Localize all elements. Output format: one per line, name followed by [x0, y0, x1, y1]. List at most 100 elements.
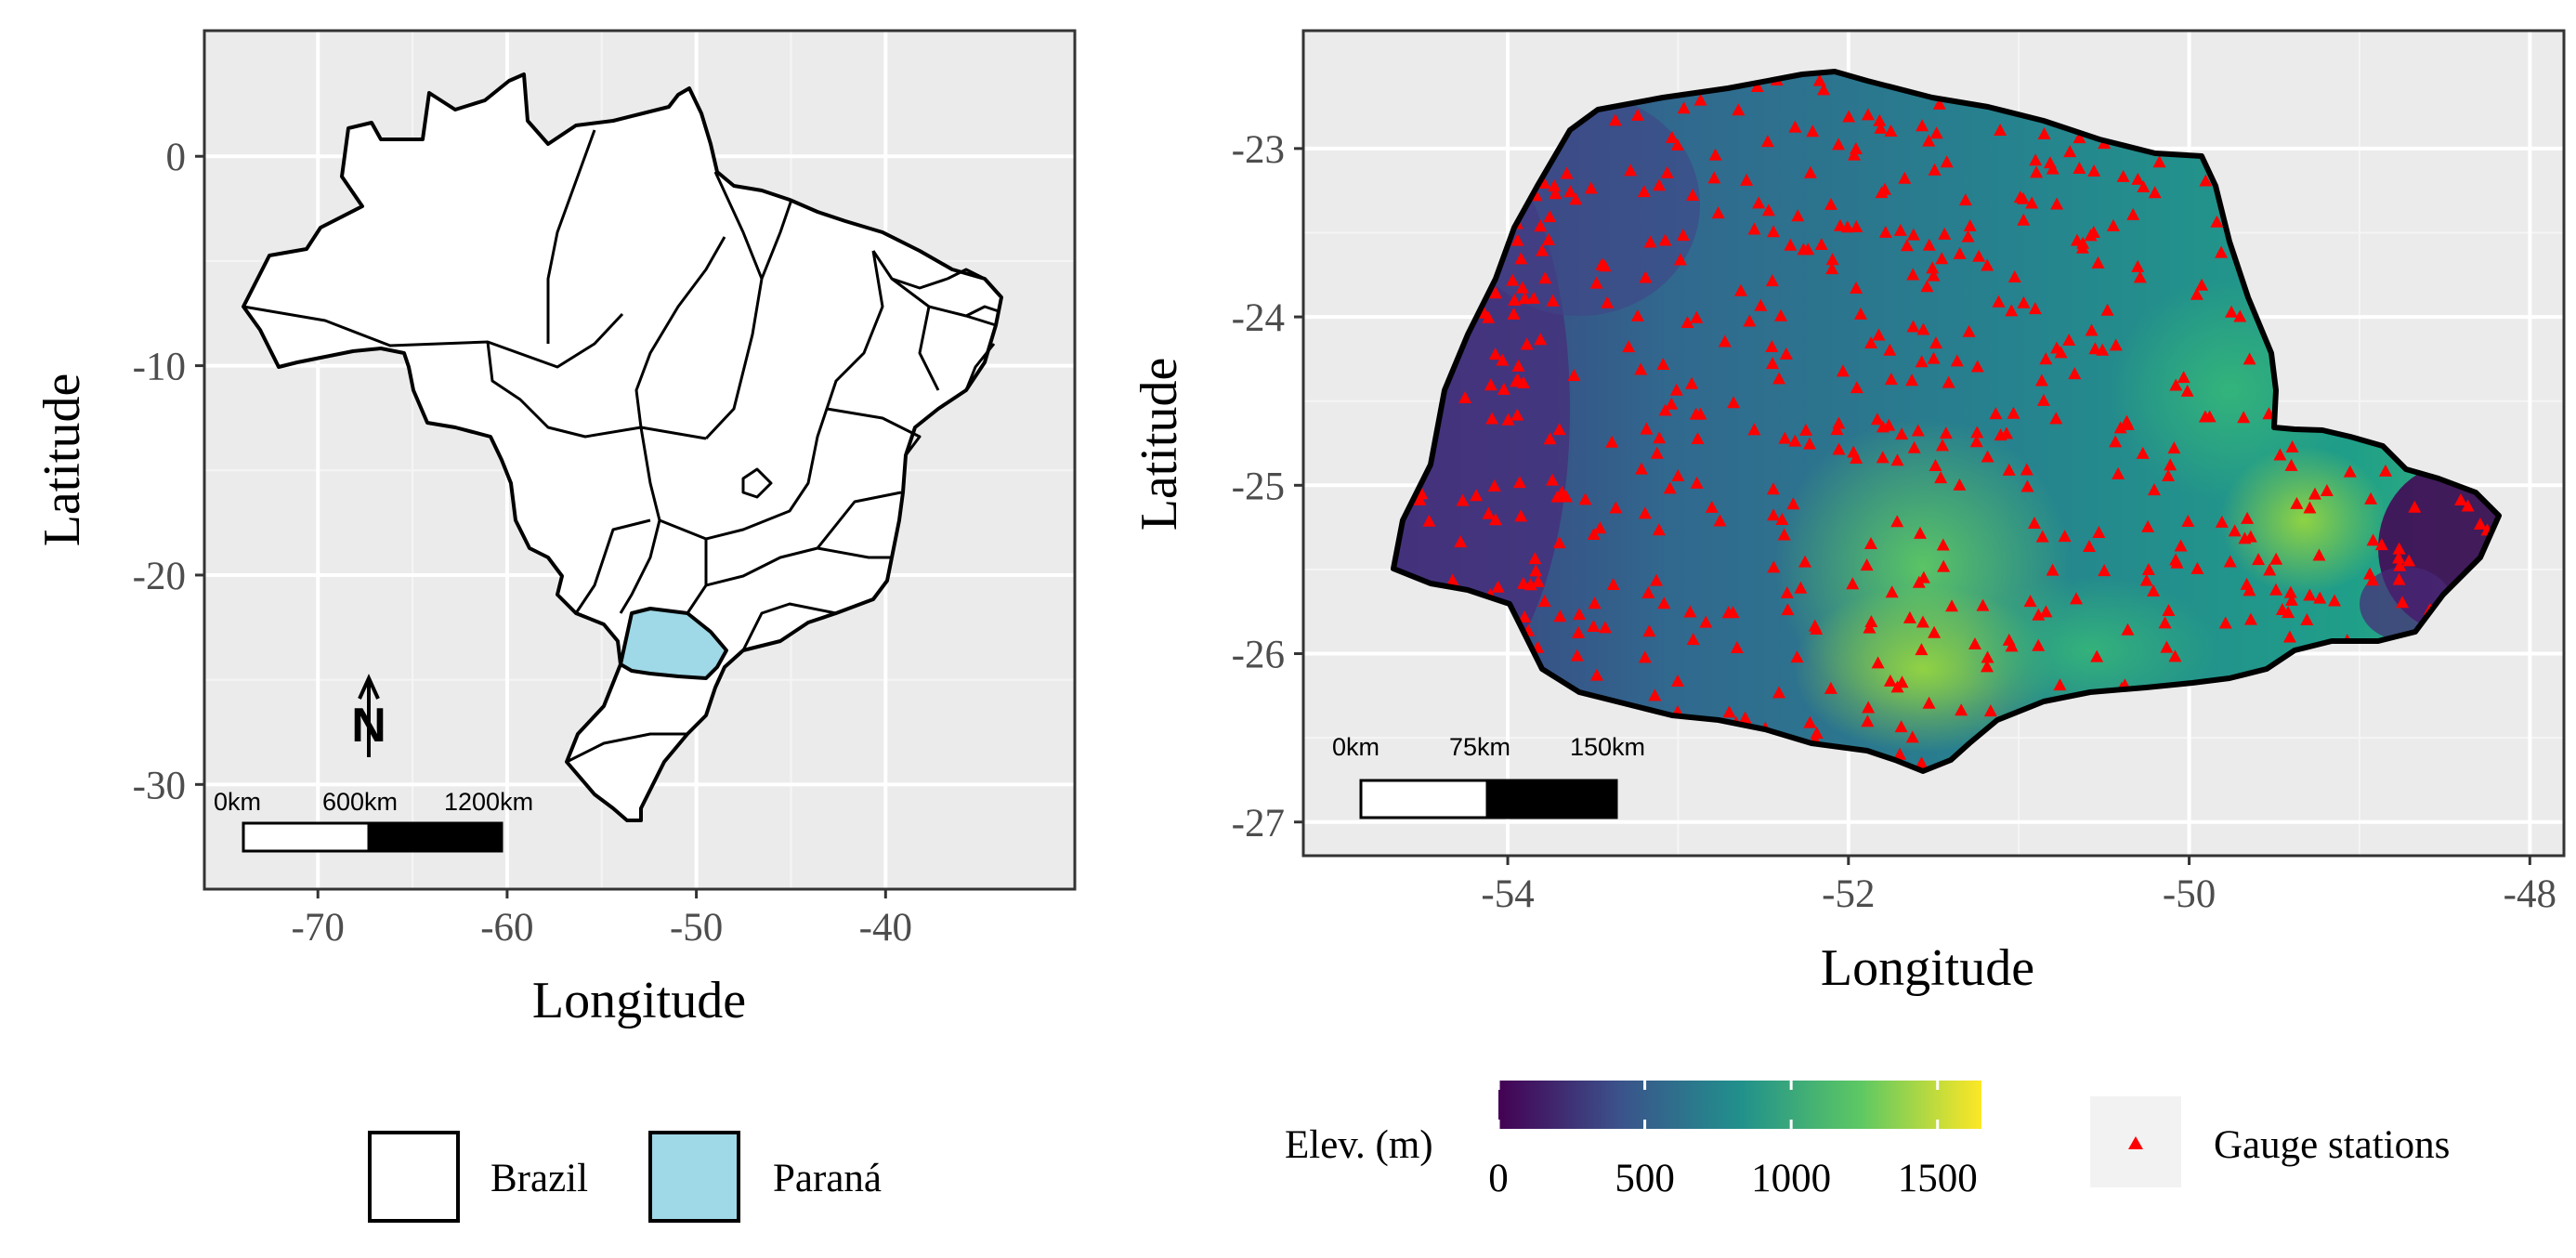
- gauge-station-marker: [2180, 384, 2194, 397]
- scale-bar-right: 0km 75km 150km: [1332, 733, 1645, 819]
- gauge-station-marker: [2141, 563, 2155, 576]
- gauge-station-marker: [1767, 560, 1781, 573]
- gauge-station-marker: [1624, 164, 1638, 177]
- gauge-station-marker: [1863, 621, 1876, 634]
- axes: -70 -60 -50 -40 0 -10 -20 -30: [133, 136, 912, 950]
- gauge-station-marker: [2285, 440, 2299, 453]
- gauge-station-marker: [1534, 333, 1548, 346]
- gauge-station-marker: [2141, 519, 2155, 532]
- y-tick-label: 0: [166, 136, 187, 179]
- gauge-station-marker: [2046, 162, 2059, 175]
- north-arrow: N: [351, 674, 386, 757]
- gauge-station-marker: [1510, 373, 1524, 386]
- gauge-station-marker: [2090, 649, 2104, 662]
- gauge-station-marker: [1777, 528, 1791, 541]
- panel-border: [1301, 29, 2566, 858]
- gauge-station-marker: [1638, 506, 1652, 519]
- gauge-station-marker: [2029, 153, 2043, 166]
- gauge-station-marker: [1772, 686, 1786, 699]
- gauge-station-marker: [1812, 73, 1826, 86]
- gauge-station-marker: [1534, 219, 1548, 232]
- gauge-station-marker: [2007, 269, 2021, 282]
- scale-bar-segment-black: [367, 821, 503, 853]
- gauge-station-marker: [2070, 233, 2084, 246]
- gauge-station-marker: [2025, 196, 2039, 209]
- gauge-station-marker: [1905, 373, 1919, 387]
- gauge-station-marker: [1962, 324, 1976, 337]
- gauge-station-marker: [2002, 463, 2016, 476]
- gauge-station-marker: [1972, 249, 1986, 262]
- colorbar-ticks: 0 500 1000 1500: [1488, 1081, 1978, 1200]
- gauge-station-marker: [1484, 378, 1497, 391]
- gauge-station-marker: [1653, 431, 1667, 444]
- gauge-station-marker: [2131, 259, 2145, 272]
- gauge-station-marker: [2050, 197, 2064, 210]
- gauge-station-marker: [1863, 536, 1877, 549]
- gauge-station-marker: [2225, 305, 2239, 318]
- colorbar-tick-label: 1500: [1898, 1157, 1978, 1200]
- legend-key-brazil: [368, 1131, 460, 1223]
- gauge-station-marker: [1836, 364, 1850, 377]
- gauge-station-marker: [1915, 756, 1929, 769]
- gauge-station-marker: [2113, 421, 2127, 434]
- gauge-station-marker: [1598, 621, 1612, 634]
- gauge-station-marker: [2131, 172, 2145, 185]
- gauge-station-marker: [1890, 515, 1904, 528]
- gauge-station-marker: [1454, 535, 1468, 548]
- gauge-station-marker: [1981, 660, 1994, 673]
- gauge-station-marker: [2195, 278, 2209, 291]
- gauge-station-marker: [1861, 714, 1875, 727]
- gauge-station-marker: [1677, 101, 1691, 114]
- gauge-station-marker: [1705, 500, 1719, 513]
- gauge-station-marker: [1549, 187, 1563, 200]
- scale-label-1: 75km: [1449, 733, 1510, 761]
- gauge-station-marker: [1458, 391, 1472, 404]
- gauge-station-marker: [1937, 559, 1951, 572]
- gauge-station-marker: [2363, 567, 2377, 580]
- gauge-station-marker: [1510, 408, 1524, 421]
- gauge-station-marker: [2393, 558, 2407, 571]
- gauge-station-marker: [1470, 489, 1484, 502]
- gauge-station-marker: [2028, 302, 2042, 315]
- gauge-station-marker: [1638, 650, 1652, 663]
- gauge-station-marker: [2058, 530, 2072, 543]
- gauge-station-marker: [2037, 126, 2051, 139]
- legend-label-parana: Paraná: [773, 1157, 882, 1200]
- gauge-station-marker: [1572, 625, 1586, 638]
- y-tick-label: -23: [1232, 128, 1285, 172]
- gauge-station-marker: [1553, 609, 1567, 622]
- gauge-station-marker: [1733, 283, 1747, 296]
- gauge-station-marker: [2136, 446, 2150, 459]
- gauge-station-marker: [2017, 295, 2031, 308]
- gauge-station-marker: [1893, 747, 1907, 760]
- scale-label-0: 0km: [1332, 733, 1380, 761]
- y-tick-label: -24: [1232, 296, 1285, 340]
- gauge-station-marker: [1883, 674, 1897, 687]
- gauge-station-marker: [1814, 237, 1828, 250]
- gauge-station-marker: [2027, 516, 2041, 529]
- gauge-station-marker: [1569, 192, 1583, 205]
- gauge-station-marker: [1842, 110, 1856, 123]
- gauge-station-marker: [2290, 496, 2304, 509]
- gauge-station-marker: [1671, 469, 1685, 482]
- parana-state: [619, 607, 728, 680]
- gauge-station-marker: [1747, 222, 1761, 235]
- gauge-station-marker: [1693, 93, 1707, 106]
- gauge-station-marker: [1963, 218, 1977, 231]
- gauge-station-marker: [1832, 416, 1846, 429]
- gauge-station-marker: [2223, 555, 2237, 568]
- gauge-station-marker: [1928, 625, 1942, 638]
- gauge-station-marker: [2032, 608, 2046, 621]
- gauge-station-marker: [1491, 580, 1505, 593]
- gauge-station-marker: [1916, 570, 1930, 583]
- gauge-station-marker: [1665, 397, 1679, 410]
- gauge-station-marker: [1722, 705, 1736, 718]
- gauge-station-marker: [2147, 583, 2161, 596]
- gauge-station-marker: [1488, 286, 1502, 299]
- gauge-station-marker: [1663, 481, 1677, 494]
- gauge-station-marker: [1660, 165, 1674, 178]
- gauge-station-marker: [2343, 465, 2357, 478]
- gauge-station-marker: [1903, 610, 1916, 623]
- gauge-station-marker: [1825, 253, 1839, 266]
- gauge-station-marker: [2203, 410, 2216, 423]
